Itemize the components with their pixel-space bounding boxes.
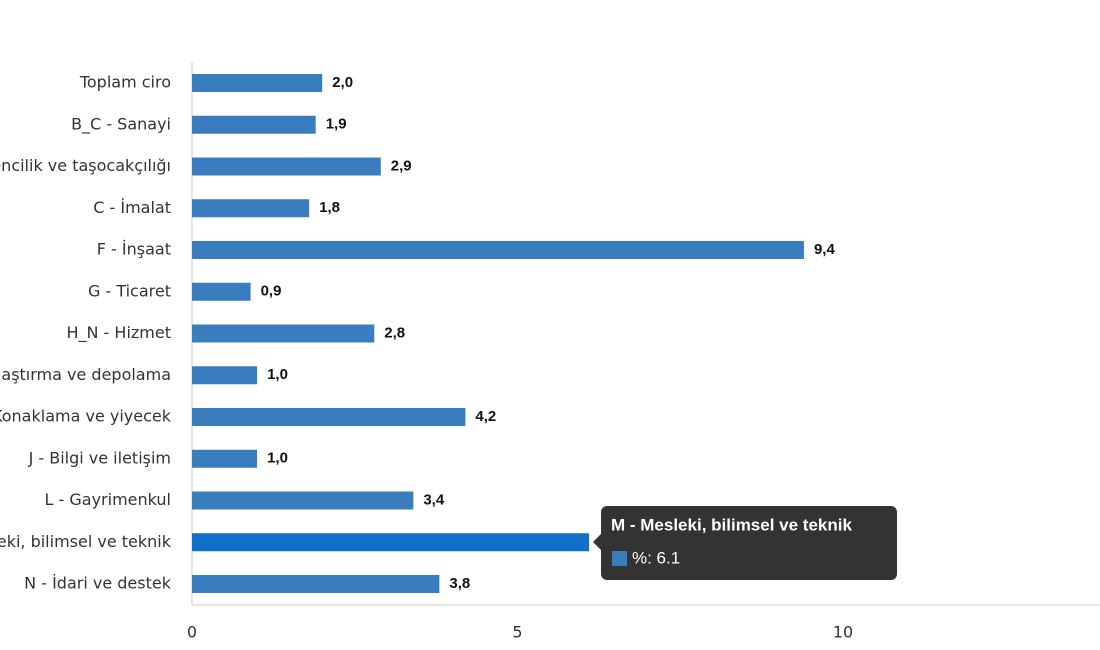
plot: 0 5 10 Toplam ciro 2,0 B_C - Sanayi 1,9 encilik…	[0, 73, 853, 642]
value-label: 2,0	[332, 74, 353, 91]
bar	[192, 282, 251, 301]
value-label: 2,8	[384, 324, 405, 341]
y-tick-label: C - İmalat	[93, 198, 171, 217]
y-tick-label: J - Bilgi ve iletişim	[28, 448, 171, 467]
value-label: 2,9	[391, 157, 412, 174]
value-label: 1,9	[326, 116, 347, 133]
tooltip-title: M - Mesleki, bilimsel ve teknik	[611, 515, 852, 534]
tooltip-text: %: 6.1	[632, 548, 680, 567]
tooltip-arrow	[593, 534, 601, 550]
bar	[192, 575, 440, 593]
tooltip-box	[601, 506, 897, 580]
value-label: 3,8	[449, 575, 470, 592]
y-tick-label: N - İdari ve destek	[24, 574, 172, 593]
bar	[192, 157, 381, 176]
value-label: 1,0	[267, 450, 288, 467]
x-tick-label: 5	[512, 623, 522, 642]
y-tick-label: encilik ve taşocakçılığı	[0, 156, 171, 175]
y-tick-label: G - Ticaret	[88, 281, 171, 300]
y-tick-label: Konaklama ve yiyecek	[0, 407, 172, 426]
bar	[192, 449, 258, 468]
value-label: 1,0	[267, 366, 288, 383]
tooltip: M - Mesleki, bilimsel ve teknik %: 6.1	[593, 506, 897, 580]
x-tick-label: 0	[187, 623, 197, 642]
y-tick-label: B_C - Sanayi	[71, 114, 171, 134]
bar	[192, 199, 310, 218]
bar	[192, 241, 804, 259]
y-tick-label: F - İnşaat	[97, 240, 171, 259]
tooltip-swatch	[612, 551, 627, 566]
y-tick-label: H_N - Hizmet	[66, 323, 171, 343]
y-tick-label: L - Gayrimenkul	[45, 490, 171, 509]
bar	[192, 324, 375, 343]
bar	[192, 74, 323, 92]
y-tick-label: laştırma ve depolama	[0, 365, 171, 384]
value-label: 1,8	[319, 199, 340, 216]
bar	[192, 366, 258, 385]
value-label: 3,4	[423, 491, 445, 508]
bar	[192, 533, 590, 552]
value-label: 4,2	[475, 408, 496, 425]
bar	[192, 115, 316, 134]
y-tick-label: Toplam ciro	[79, 73, 171, 92]
value-label: 9,4	[814, 241, 836, 258]
bar	[192, 408, 466, 426]
y-tick-label: eki, bilimsel ve teknik	[0, 532, 172, 551]
x-tick-label: 10	[833, 623, 853, 642]
value-label: 0,9	[261, 283, 282, 300]
bar	[192, 491, 414, 510]
